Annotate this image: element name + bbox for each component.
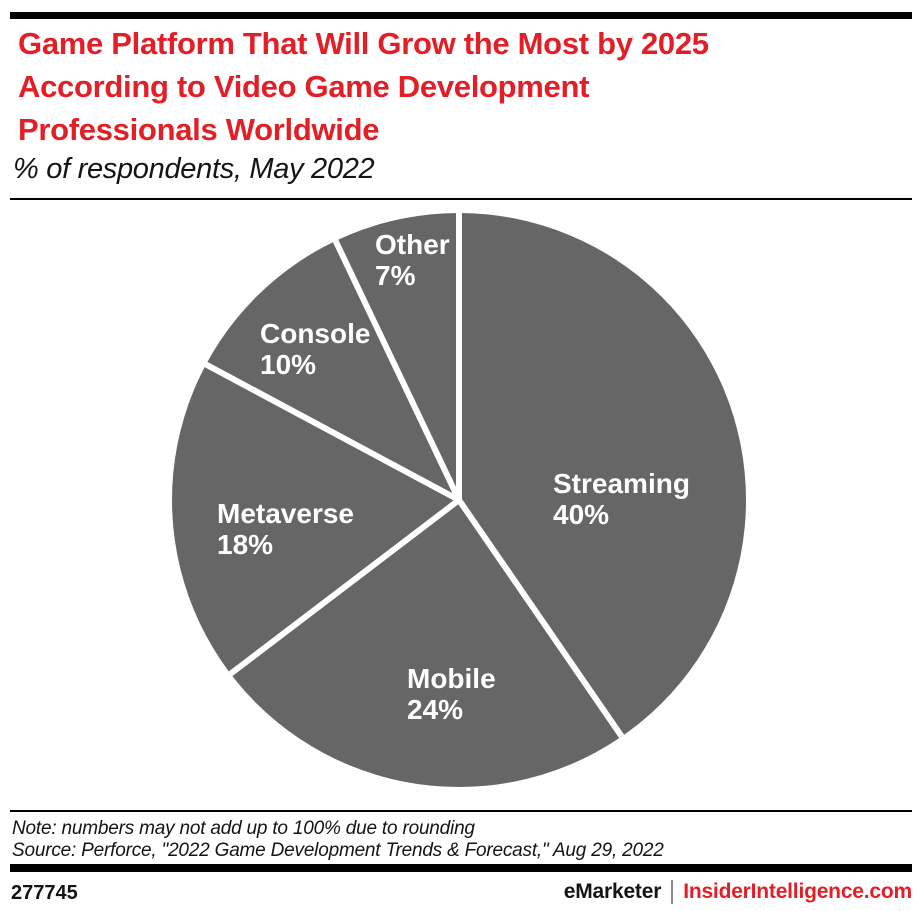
slice-value: 18% (217, 529, 273, 560)
footer-divider-line (10, 810, 912, 812)
top-rule-bar (10, 12, 912, 19)
slice-divider-line (204, 361, 461, 503)
slice-divider-line (456, 498, 625, 739)
slice-value: 24% (407, 694, 463, 725)
slice-value: 40% (553, 499, 609, 530)
chart-title-line-2: According to Video Game Development (18, 69, 590, 104)
slice-value: 7% (375, 260, 416, 291)
chart-title-line-1: Game Platform That Will Grow the Most by… (18, 26, 709, 61)
header-divider-line (10, 198, 912, 200)
brand-emarketer: eMarketer (563, 880, 662, 903)
pie-chart-area: Streaming 40% Mobile 24% Metaverse 18% Console… (0, 202, 922, 808)
slice-value: 10% (260, 349, 316, 380)
slice-label: Metaverse (217, 498, 354, 529)
note-text: Note: numbers may not add up to 100% due… (12, 818, 475, 839)
slice-label: Streaming (553, 468, 690, 499)
chart-id: 277745 (11, 882, 78, 904)
slice-label: Console (260, 318, 370, 349)
slice-label: Mobile (407, 663, 496, 694)
chart-subtitle: % of respondents, May 2022 (13, 153, 375, 185)
site-link[interactable]: InsiderIntelligence.com (683, 880, 912, 903)
brand-row: eMarketer InsiderIntelligence.com (564, 880, 912, 904)
chart-title-line-3: Professionals Worldwide (18, 112, 380, 147)
slice-divider-line (228, 497, 461, 677)
brand-separator (671, 880, 674, 904)
bottom-rule-bar (10, 864, 912, 872)
chart-title: Game Platform That Will Grow the Most by… (18, 22, 908, 151)
source-text: Source: Perforce, "2022 Game Development… (12, 840, 664, 861)
slice-divider-line (332, 239, 462, 502)
slice-label: Other (375, 229, 450, 260)
